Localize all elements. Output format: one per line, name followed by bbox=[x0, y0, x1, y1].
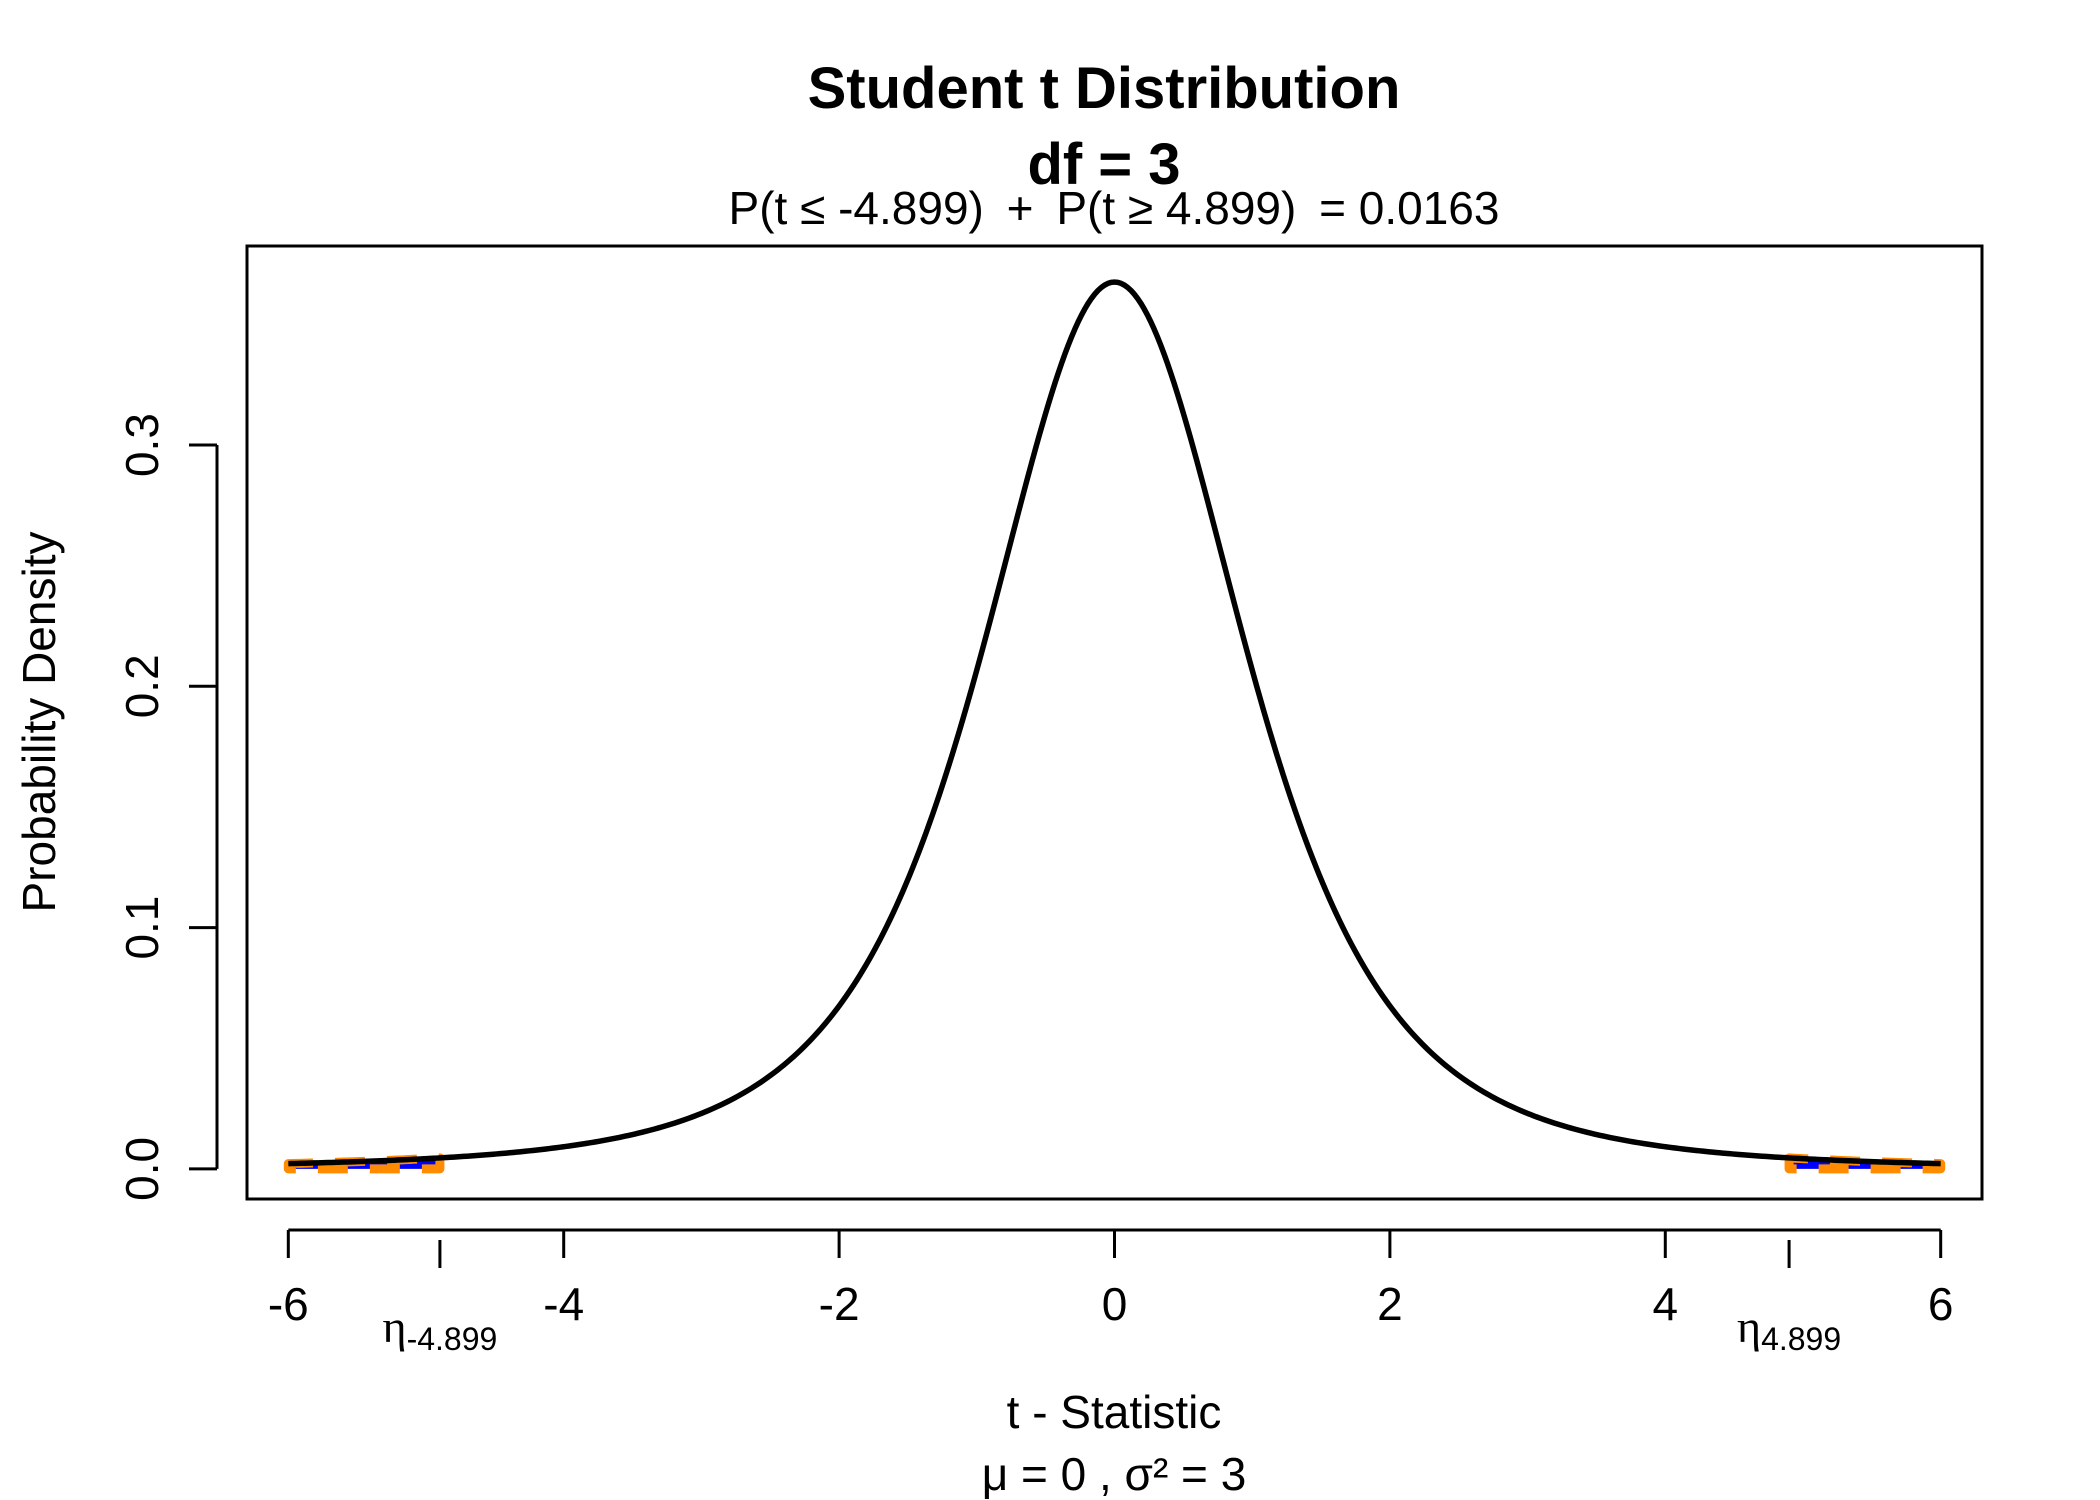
chart-title-df: df = 3 bbox=[1027, 132, 1180, 197]
right-critical-label: η4.899 bbox=[1737, 1301, 1841, 1357]
x-axis: -6 -4 -2 0 2 4 6 bbox=[268, 1228, 1954, 1330]
y-tick-label: 0.1 bbox=[116, 896, 168, 960]
left-critical-label: η-4.899 bbox=[383, 1301, 498, 1357]
x-tick-label: -4 bbox=[543, 1278, 584, 1330]
x-tick-label: -6 bbox=[268, 1278, 309, 1330]
x-tick-label: 6 bbox=[1928, 1278, 1954, 1330]
chart-titles: Student t Distribution df = 3 P(t ≤ -4.8… bbox=[729, 56, 1500, 234]
x-tick-label: 4 bbox=[1652, 1278, 1678, 1330]
chart-title: Student t Distribution bbox=[808, 56, 1401, 121]
y-tick-label: 0.2 bbox=[116, 654, 168, 718]
plot-frame bbox=[245, 244, 1984, 1201]
x-tick-label: 0 bbox=[1102, 1278, 1128, 1330]
x-tick-label: -2 bbox=[819, 1278, 860, 1330]
density-curve bbox=[288, 279, 1941, 1167]
y-tick-label: 0.0 bbox=[116, 1137, 168, 1201]
y-axis: 0.0 0.1 0.2 0.3 bbox=[116, 413, 219, 1201]
subtitle-left-prob: P(t ≤ -4.899) bbox=[729, 182, 984, 234]
subtitle-plus: + bbox=[1007, 182, 1034, 234]
x-axis-label: t - Statistic bbox=[1007, 1386, 1222, 1438]
y-tick-label: 0.3 bbox=[116, 413, 168, 477]
critical-value-markers: η-4.899 η4.899 bbox=[383, 1240, 1841, 1357]
x-axis-params: μ = 0 , σ² = 3 bbox=[982, 1448, 1247, 1500]
chart-subtitle: P(t ≤ -4.899) + P(t ≥ 4.899) = 0.0163 bbox=[729, 182, 1500, 234]
x-tick-label: 2 bbox=[1377, 1278, 1403, 1330]
subtitle-right-prob: P(t ≥ 4.899) bbox=[1056, 182, 1296, 234]
subtitle-value: = 0.0163 bbox=[1319, 182, 1499, 234]
plot-layer bbox=[283, 279, 1946, 1174]
y-axis-label: Probability Density bbox=[13, 532, 65, 913]
